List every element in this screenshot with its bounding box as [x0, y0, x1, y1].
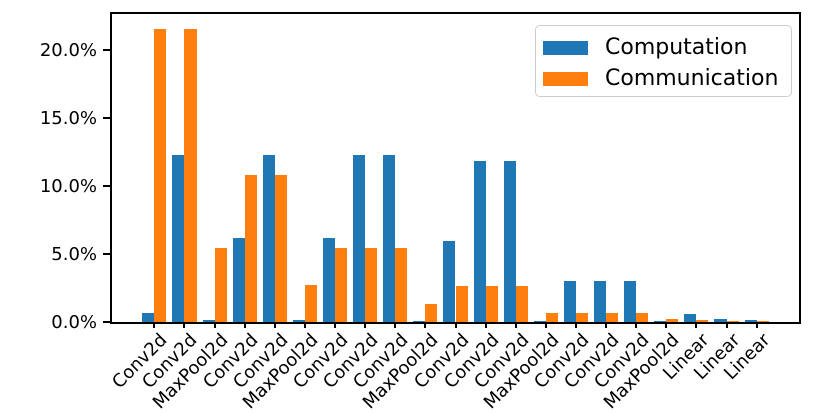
bar-communication-12	[515, 285, 528, 322]
bar-computation-16	[624, 281, 637, 322]
legend: Computation Communication	[535, 25, 792, 97]
x-tick-mark	[424, 322, 427, 328]
bar-computation-0	[142, 312, 155, 322]
x-tick-mark	[213, 322, 216, 328]
y-tick-label-3: 15.0%	[39, 107, 97, 129]
x-tick-mark	[574, 322, 577, 328]
bar-communication-13	[545, 312, 558, 322]
x-tick-mark	[364, 322, 367, 328]
y-tick-label-1: 5.0%	[51, 243, 97, 265]
y-tick-mark	[103, 116, 110, 119]
bar-communication-10	[455, 285, 468, 322]
bar-communication-1	[184, 28, 197, 322]
legend-item-computation: Computation	[543, 32, 781, 63]
x-tick-mark	[484, 322, 487, 328]
bar-communication-20	[756, 320, 769, 322]
bar-communication-9	[425, 303, 438, 322]
bar-computation-10	[443, 241, 456, 322]
y-tick-mark	[103, 184, 110, 187]
bars-layer	[111, 13, 800, 322]
bar-communication-4	[274, 175, 287, 322]
x-tick-mark	[153, 322, 156, 328]
bar-computation-1	[172, 154, 185, 322]
bar-communication-11	[485, 285, 498, 322]
x-tick-mark	[695, 322, 698, 328]
bar-communication-8	[395, 247, 408, 322]
legend-swatch-communication	[543, 71, 588, 86]
y-tick-mark	[103, 48, 110, 51]
bar-computation-12	[503, 161, 516, 322]
x-tick-mark	[303, 322, 306, 328]
bar-communication-14	[575, 312, 588, 322]
bar-communication-3	[244, 175, 257, 322]
legend-label-computation: Computation	[605, 34, 748, 60]
bar-computation-9	[413, 320, 426, 322]
bar-computation-8	[383, 154, 396, 322]
bar-communication-18	[696, 319, 709, 322]
bar-computation-7	[353, 154, 366, 322]
bar-communication-17	[666, 319, 679, 322]
y-tick-label-4: 20.0%	[39, 39, 97, 61]
bar-computation-5	[292, 320, 305, 322]
bar-communication-2	[214, 247, 227, 322]
legend-item-communication: Communication	[543, 63, 781, 94]
bar-computation-13	[533, 321, 546, 322]
bar-computation-17	[654, 321, 667, 322]
x-tick-mark	[725, 322, 728, 328]
y-tick-label-0: 0.0%	[51, 312, 97, 333]
x-tick-mark	[665, 322, 668, 328]
bar-computation-11	[473, 161, 486, 322]
x-tick-mark	[273, 322, 276, 328]
x-tick-mark	[454, 322, 457, 328]
legend-swatch-computation	[543, 40, 588, 55]
bar-computation-18	[684, 313, 697, 322]
y-tick-mark	[103, 321, 110, 323]
bar-communication-6	[335, 247, 348, 322]
bar-computation-3	[232, 237, 245, 322]
x-tick-mark	[334, 322, 337, 328]
bar-communication-19	[726, 320, 739, 322]
bar-computation-6	[323, 237, 336, 322]
bar-communication-15	[606, 312, 619, 322]
legend-label-communication: Communication	[605, 65, 779, 91]
x-tick-mark	[514, 322, 517, 328]
bar-communication-5	[304, 284, 317, 322]
bar-computation-19	[714, 319, 727, 322]
x-tick-mark	[394, 322, 397, 328]
y-tick-label-2: 10.0%	[39, 175, 97, 197]
x-tick-mark	[755, 322, 758, 328]
bar-communication-16	[636, 312, 649, 322]
bar-computation-15	[594, 281, 607, 322]
y-tick-mark	[103, 252, 110, 255]
x-tick-mark	[243, 322, 246, 328]
x-tick-mark	[183, 322, 186, 328]
bar-computation-14	[563, 281, 576, 322]
bar-communication-0	[154, 28, 167, 322]
bar-computation-2	[202, 320, 215, 322]
bar-communication-7	[365, 247, 378, 322]
x-tick-mark	[635, 322, 638, 328]
x-tick-mark	[605, 322, 608, 328]
x-tick-mark	[544, 322, 547, 328]
bar-computation-20	[744, 319, 757, 322]
bar-computation-4	[262, 154, 275, 322]
